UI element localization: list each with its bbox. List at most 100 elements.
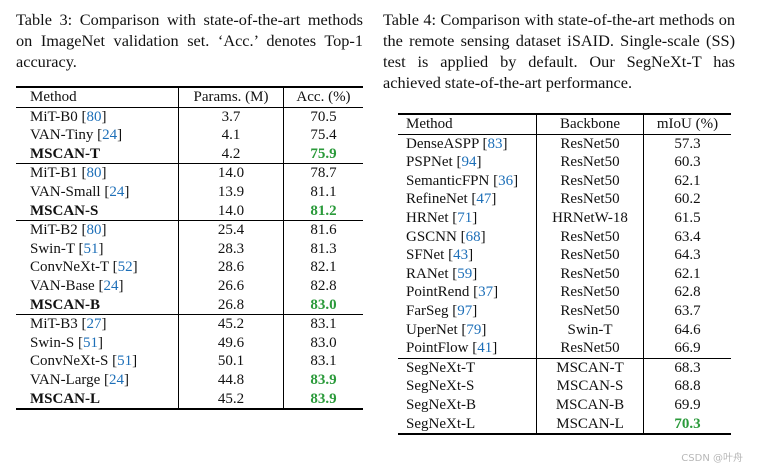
citation-link[interactable]: 24 [109, 183, 125, 200]
citation-link[interactable]: 71 [457, 209, 473, 226]
table-row: Swin-T [51] 28.3 81.3 [16, 239, 363, 259]
table-row: PointFlow [41] ResNet50 66.9 [398, 339, 731, 359]
citation-link[interactable]: 80 [86, 222, 102, 239]
table4: Method Backbone mIoU (%) DenseASPP [83] R… [398, 113, 731, 435]
method-text: ConvNeXt-S [30, 353, 109, 370]
miou-text: 69.9 [674, 396, 701, 413]
method-text: SFNet [406, 247, 445, 264]
citation-link[interactable]: 43 [453, 247, 469, 264]
method-text: MSCAN-T [30, 145, 100, 162]
table-cell-miou: 62.8 [644, 283, 732, 302]
params-text: 14.0 [217, 165, 245, 182]
params-text: 50.1 [217, 353, 245, 370]
citation-link[interactable]: 41 [477, 340, 493, 357]
table-cell-backbone: MSCAN-B [536, 395, 644, 415]
method-text: HRNet [406, 209, 449, 226]
table-cell-method: VAN-Base [24] [16, 276, 179, 296]
table-row: VAN-Small [24] 13.9 81.1 [16, 182, 363, 202]
table-cell-params: 14.0 [178, 163, 284, 183]
method-text: SegNeXt-T [406, 359, 476, 376]
table-row: MiT-B2 [80] 25.4 81.6 [16, 220, 363, 240]
citation-link[interactable]: 36 [498, 172, 514, 189]
citation-link[interactable]: 24 [102, 127, 118, 144]
table-row: MSCAN-T 4.2 75.9 [16, 144, 364, 164]
table-cell-miou: 68.3 [643, 357, 731, 378]
table-row: PointRend [37] ResNet50 62.8 [398, 283, 731, 302]
table-cell-params: 45.2 [178, 389, 284, 410]
table-cell-params: 26.6 [178, 276, 284, 296]
table4-header-backbone: Backbone [536, 114, 644, 135]
method-text: MiT-B0 [30, 108, 78, 125]
backbone-text: MSCAN-S [556, 378, 624, 395]
citation-link[interactable]: 79 [466, 321, 482, 338]
table-cell-acc: 81.6 [283, 220, 363, 240]
params-text: 13.9 [217, 183, 245, 200]
citation-link[interactable]: 80 [86, 108, 102, 125]
table-row: ConvNeXt-S [51] 50.1 83.1 [16, 352, 363, 371]
backbone-text: ResNet50 [560, 302, 620, 319]
method-text: MiT-B1 [30, 165, 78, 182]
table-cell-backbone: ResNet50 [536, 339, 644, 359]
backbone-text: ResNet50 [560, 135, 620, 152]
params-text: 14.0 [217, 202, 245, 219]
table-row: SegNeXt-T MSCAN-T 68.3 [398, 357, 731, 378]
method-text: MSCAN-B [30, 296, 100, 313]
citation-link[interactable]: 52 [117, 259, 133, 276]
method-text: VAN-Base [30, 277, 95, 294]
table-cell-acc: 82.1 [284, 258, 364, 277]
table-row: RANet [59] ResNet50 62.1 [398, 264, 731, 284]
table-row: MiT-B0 [80] 3.7 70.5 [16, 106, 363, 127]
table-cell-method: ConvNeXt-S [51] [16, 352, 179, 371]
backbone-text: ResNet50 [560, 228, 620, 245]
table-cell-method: Swin-T [51] [16, 239, 179, 259]
table4-header-row: Method Backbone mIoU (%) [398, 114, 731, 135]
citation-link[interactable]: 83 [487, 135, 503, 152]
acc-text: 81.6 [310, 222, 337, 239]
citation-link[interactable]: 97 [457, 302, 473, 319]
citation-link[interactable]: 51 [117, 353, 133, 370]
method-text: VAN-Small [30, 183, 101, 200]
miou-text: 63.4 [674, 228, 701, 245]
citation-link[interactable]: 51 [83, 240, 99, 257]
table-cell-method: DenseASPP [83] [398, 133, 537, 154]
citation-link[interactable]: 68 [465, 228, 481, 245]
citation-link[interactable]: 59 [457, 265, 473, 282]
citation-link[interactable]: 37 [478, 284, 494, 301]
backbone-text: MSCAN-B [555, 396, 625, 413]
citation-link[interactable]: 94 [461, 154, 477, 171]
citation-link[interactable]: 24 [109, 371, 125, 388]
table-cell-backbone: ResNet50 [536, 264, 644, 284]
table-cell-params: 44.8 [178, 370, 284, 390]
table3: Method Params. (M) Acc. (%) MiT-B0 [80] 3… [16, 86, 363, 410]
citation-link[interactable]: 80 [86, 165, 102, 182]
citation-link[interactable]: 24 [103, 277, 119, 294]
citation-link[interactable]: 47 [476, 191, 492, 208]
table-row: MSCAN-B 26.8 83.0 [16, 295, 363, 315]
params-text: 28.6 [217, 259, 245, 276]
backbone-text: ResNet50 [560, 265, 620, 282]
table-row: PSPNet [94] ResNet50 60.3 [398, 153, 731, 172]
table-cell-params: 50.1 [178, 352, 284, 371]
table-cell-acc: 75.9 [284, 145, 364, 164]
table-cell-method: MSCAN-L [16, 389, 179, 410]
table-row: HRNet [71] HRNetW-18 61.5 [398, 208, 731, 228]
miou-text: 68.3 [674, 359, 701, 376]
table-row: FarSeg [97] ResNet50 63.7 [398, 301, 731, 321]
table-cell-backbone: ResNet50 [536, 301, 644, 321]
method-text: PointFlow [406, 340, 469, 357]
table-cell-acc: 83.1 [283, 314, 363, 334]
table-cell-acc: 75.4 [284, 126, 364, 145]
table-cell-method: UperNet [79] [398, 320, 537, 340]
acc-text: 75.4 [310, 127, 337, 144]
citation-link[interactable]: 51 [82, 334, 98, 351]
table-cell-method: RANet [59] [398, 264, 537, 284]
table-cell-method: SemanticFPN [36] [398, 171, 537, 191]
citation-link[interactable]: 27 [86, 316, 102, 333]
acc-text: 83.1 [310, 353, 337, 370]
table-cell-backbone: ResNet50 [536, 283, 644, 302]
backbone-text: ResNet50 [560, 247, 620, 264]
table-cell-method: SegNeXt-T [398, 357, 537, 378]
acc-text: 83.9 [310, 371, 337, 388]
params-text: 45.2 [217, 316, 245, 333]
method-text: DenseASPP [406, 135, 479, 152]
